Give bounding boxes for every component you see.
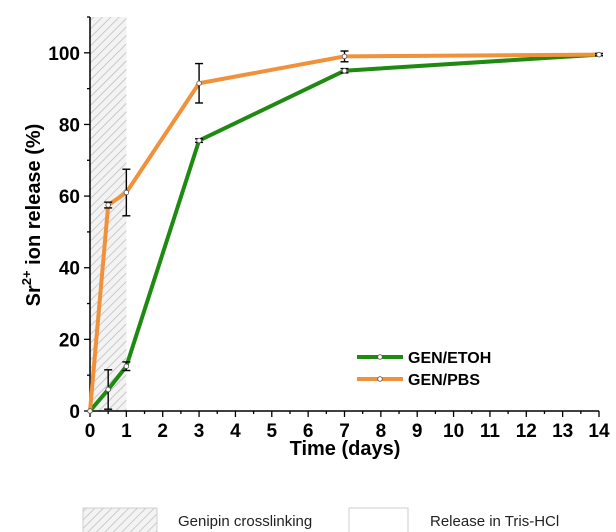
series-line-gen-pbs (88, 52, 600, 412)
series-line-gen-etoh (88, 52, 600, 413)
y-axis-title: Sr2+ ion release (%) (19, 124, 45, 307)
y-tick-label: 60 (59, 187, 80, 208)
data-point-gen-pbs (341, 53, 348, 60)
bottom-legend-hatched-swatch (82, 507, 158, 532)
y-tick-label: 20 (59, 330, 80, 351)
x-tick-label: 11 (480, 421, 501, 442)
x-tick-label: 14 (588, 421, 610, 442)
y-axis-title-base: Sr (23, 285, 45, 306)
data-point-gen-pbs (87, 408, 93, 414)
x-tick-label: 9 (412, 421, 423, 442)
x-tick-label: 12 (516, 421, 537, 442)
x-tick-label: 1 (121, 421, 132, 442)
y-axis-title-sup: 2+ (19, 270, 34, 285)
bottom-legend-plain-label: Release in Tris-HCl (430, 513, 559, 530)
x-tick-label: 8 (376, 421, 387, 442)
data-point-gen-etoh (196, 137, 202, 144)
series-layer (87, 50, 603, 414)
y-tick-label: 40 (59, 259, 80, 280)
x-tick-label: 3 (194, 421, 205, 442)
y-axis-title-rest: ion release (%) (23, 124, 45, 271)
y-tick-label: 100 (48, 44, 80, 65)
x-tick-label: 10 (443, 421, 464, 442)
data-point-gen-pbs (123, 189, 130, 196)
bottom-legend-plain-swatch (348, 507, 409, 532)
legend-marker-gen-pbs (377, 376, 383, 382)
data-point-gen-etoh (341, 68, 348, 74)
data-point-gen-etoh (105, 386, 111, 393)
legend-label-gen-etoh: GEN/ETOH (408, 350, 491, 367)
legend-marker-gen-etoh (377, 354, 383, 360)
data-point-gen-etoh (123, 363, 130, 369)
data-point-gen-pbs (196, 80, 202, 86)
x-tick-label: 7 (339, 421, 350, 442)
x-tick-label: 6 (303, 421, 314, 442)
y-tick-label: 0 (69, 402, 80, 423)
x-tick-label: 13 (552, 421, 573, 442)
x-tick-label: 5 (266, 421, 277, 442)
legend: GEN/ETOH GEN/PBS (357, 350, 491, 389)
data-point-gen-pbs (596, 51, 602, 58)
y-tick-label: 80 (59, 115, 80, 136)
data-point-gen-pbs (105, 202, 111, 208)
x-tick-label: 4 (230, 421, 241, 442)
x-axis-title: Time (days) (290, 438, 401, 460)
x-tick-label: 0 (85, 421, 96, 442)
x-tick-label: 2 (157, 421, 168, 442)
bottom-legend: Genipin crosslinking Release in Tris-HCl (82, 507, 559, 532)
legend-label-gen-pbs: GEN/PBS (408, 372, 480, 389)
bottom-legend-hatched-label: Genipin crosslinking (178, 513, 312, 530)
